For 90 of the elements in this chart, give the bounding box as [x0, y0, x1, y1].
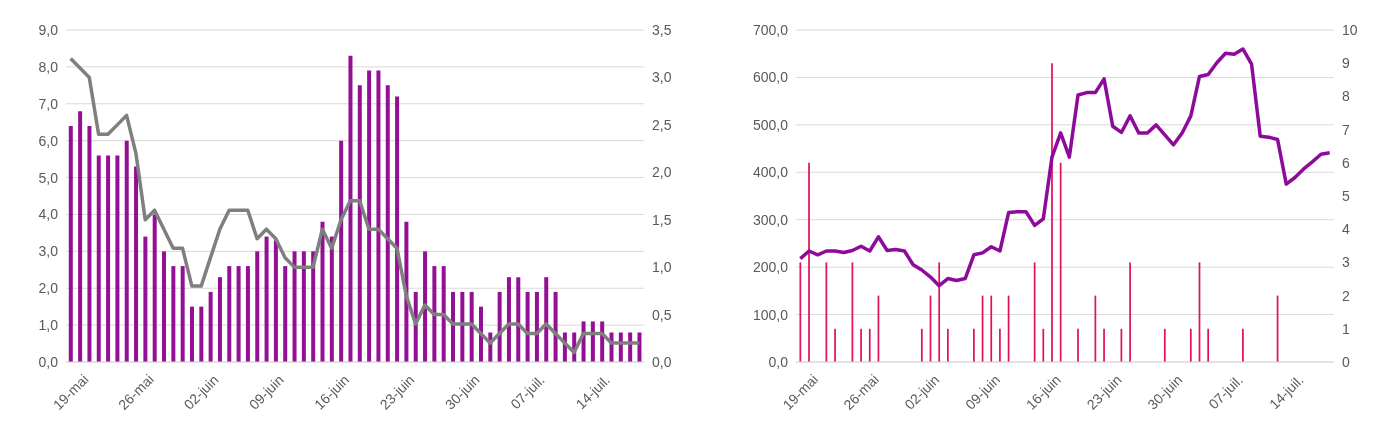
y-tick-label: 600,0 — [752, 69, 789, 86]
bar — [273, 240, 278, 362]
y2-tick-label: 2 — [1342, 287, 1350, 304]
y-tick-label: 300,0 — [752, 211, 789, 228]
y-tick-label: 7,0 — [38, 95, 59, 112]
y-tick-label: 9,0 — [38, 21, 59, 38]
bar — [189, 306, 194, 362]
y-tick-label: 6,0 — [38, 132, 59, 149]
y-tick-label: 3,0 — [38, 243, 59, 260]
bar — [423, 251, 428, 362]
line-series — [68, 56, 642, 355]
bar — [264, 236, 269, 362]
bar — [329, 236, 334, 362]
bar — [143, 236, 148, 362]
bar — [320, 221, 325, 362]
bar — [460, 291, 465, 362]
bar — [199, 306, 204, 362]
y2-tick-label: 3,5 — [652, 21, 672, 38]
bar — [96, 155, 101, 362]
bar — [68, 125, 73, 362]
bar — [162, 251, 167, 362]
bar — [245, 266, 250, 362]
y2-tick-label: 0 — [1342, 353, 1350, 370]
y2-tick-label: 10 — [1342, 21, 1358, 38]
y-tick-label: 5,0 — [38, 169, 59, 186]
y2-tick-label: 1 — [1342, 320, 1350, 337]
bar — [553, 291, 558, 362]
y2-tick-label: 1,5 — [652, 211, 672, 228]
bar — [469, 291, 474, 362]
line-series — [798, 47, 1332, 288]
bar — [124, 140, 129, 362]
y2-tick-label: 0,5 — [652, 306, 672, 323]
bar — [115, 155, 120, 362]
bar — [385, 85, 390, 362]
y-tick-label: 100,0 — [752, 306, 789, 323]
y2-tick-label: 2,0 — [652, 164, 672, 181]
y2-tick-label: 5 — [1342, 187, 1350, 204]
bar — [590, 321, 595, 362]
bar — [441, 266, 446, 362]
bar — [534, 291, 539, 362]
y-tick-label: 0,0 — [768, 353, 789, 370]
bar — [171, 266, 176, 362]
bar — [208, 291, 213, 362]
bar — [283, 266, 288, 362]
bar — [432, 266, 437, 362]
bar — [525, 291, 530, 362]
y2-tick-label: 2,5 — [652, 116, 672, 133]
bar — [544, 277, 549, 362]
bar — [376, 70, 381, 362]
y-tick-label: 1,0 — [38, 317, 59, 334]
bar — [227, 266, 232, 362]
y-tick-label: 200,0 — [752, 259, 789, 276]
bar — [292, 251, 297, 362]
bar — [255, 251, 260, 362]
bar — [367, 70, 372, 362]
bar — [106, 155, 111, 362]
y2-tick-label: 8 — [1342, 88, 1350, 105]
y2-tick-label: 4 — [1342, 221, 1350, 238]
bar — [348, 55, 353, 362]
bar — [78, 111, 83, 362]
y-tick-label: 2,0 — [38, 280, 59, 297]
y-tick-label: 500,0 — [752, 116, 789, 133]
bar — [357, 85, 362, 362]
bar — [236, 266, 241, 362]
y-tick-label: 700,0 — [752, 21, 789, 38]
y2-tick-label: 1,0 — [652, 259, 672, 276]
bar — [87, 125, 92, 362]
y-tick-label: 8,0 — [38, 58, 59, 75]
bar — [339, 140, 344, 362]
bar — [516, 277, 521, 362]
bar — [395, 96, 400, 362]
y-tick-label: 0,0 — [38, 353, 59, 370]
bar — [134, 166, 139, 362]
y2-tick-label: 3,0 — [652, 69, 672, 86]
y-tick-label: 400,0 — [752, 164, 789, 181]
bar — [301, 251, 306, 362]
bar — [451, 291, 456, 362]
bar — [637, 332, 642, 362]
bar — [311, 251, 316, 362]
bar — [217, 277, 222, 362]
y-tick-label: 4,0 — [38, 206, 59, 223]
bar — [152, 214, 157, 362]
y2-tick-label: 9 — [1342, 55, 1350, 72]
y2-tick-label: 0,0 — [652, 353, 672, 370]
bar — [506, 277, 511, 362]
bar — [497, 291, 502, 362]
bar — [180, 266, 185, 362]
y2-tick-label: 3 — [1342, 254, 1350, 271]
y2-tick-label: 7 — [1342, 121, 1350, 138]
y2-tick-label: 6 — [1342, 154, 1350, 171]
